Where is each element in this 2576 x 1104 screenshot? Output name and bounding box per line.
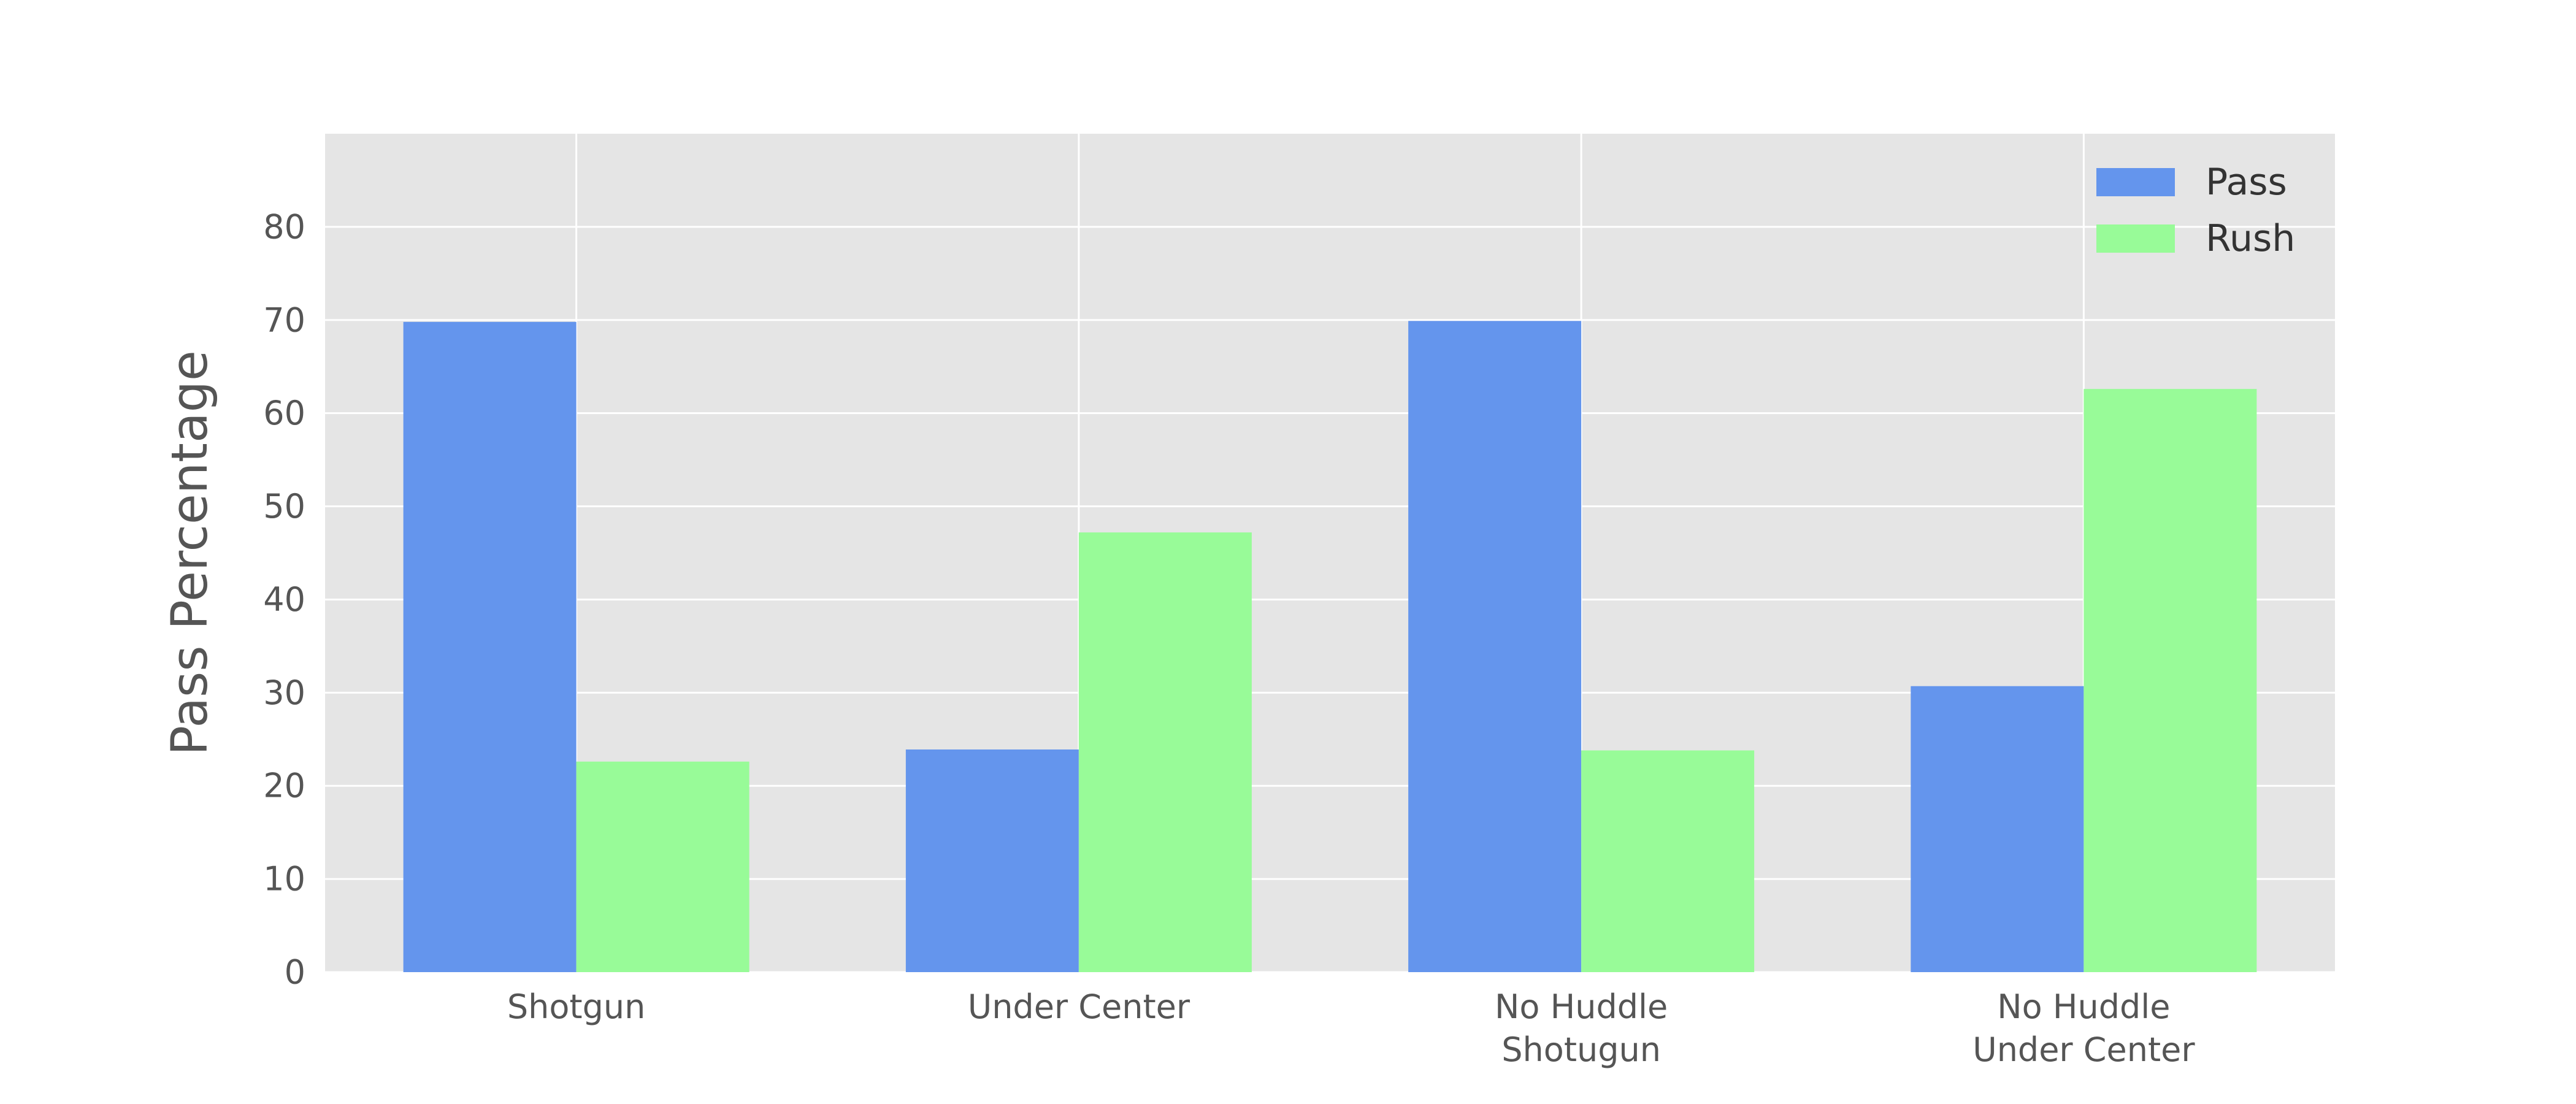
x-tick-label-line: Under Center bbox=[968, 987, 1190, 1026]
x-tick-label: No Huddle Shotugun bbox=[1495, 987, 1668, 1069]
y-tick-label: 30 bbox=[263, 673, 305, 712]
x-tick-label: Shotgun bbox=[507, 987, 645, 1026]
y-tick-label: 50 bbox=[263, 487, 305, 526]
y-tick-label: 20 bbox=[263, 767, 305, 805]
y-tick-label: 0 bbox=[285, 953, 305, 992]
legend-swatch-rush bbox=[2096, 224, 2175, 253]
y-axis-label: Pass Percentage bbox=[161, 350, 219, 756]
x-tick-label-line: No Huddle bbox=[1997, 987, 2170, 1026]
y-tick-label: 10 bbox=[263, 860, 305, 899]
legend-swatch-pass bbox=[2096, 168, 2175, 196]
y-tick-label: 70 bbox=[263, 301, 305, 339]
bar-pass-2 bbox=[1408, 321, 1582, 973]
bar-rush-2 bbox=[1581, 750, 1755, 972]
bar-pass-1 bbox=[905, 749, 1079, 972]
x-tick-label-line: Shotgun bbox=[507, 987, 645, 1026]
x-tick-label-line: Shotugun bbox=[1501, 1030, 1661, 1069]
bar-rush-0 bbox=[576, 761, 749, 972]
bar-pass-3 bbox=[1911, 686, 2084, 972]
bar-rush-1 bbox=[1078, 532, 1252, 972]
x-tick-label-line: No Huddle bbox=[1495, 987, 1668, 1026]
x-tick-label: No Huddle Under Center bbox=[1972, 987, 2195, 1069]
legend: Pass Rush bbox=[2096, 161, 2295, 260]
bar-pass-0 bbox=[403, 321, 577, 972]
y-tick-label: 80 bbox=[263, 207, 305, 246]
y-tick-label: 40 bbox=[263, 580, 305, 619]
legend-label-rush: Rush bbox=[2206, 217, 2295, 260]
bar-rush-3 bbox=[2083, 389, 2257, 972]
x-tick-label: Under Center bbox=[968, 987, 1190, 1026]
bars bbox=[403, 321, 2257, 973]
y-axis-ticks: 0 10 20 30 40 50 60 70 80 bbox=[263, 207, 305, 991]
y-tick-label: 60 bbox=[263, 394, 305, 432]
legend-label-pass: Pass bbox=[2206, 161, 2287, 204]
x-tick-label-line: Under Center bbox=[1972, 1030, 2195, 1069]
